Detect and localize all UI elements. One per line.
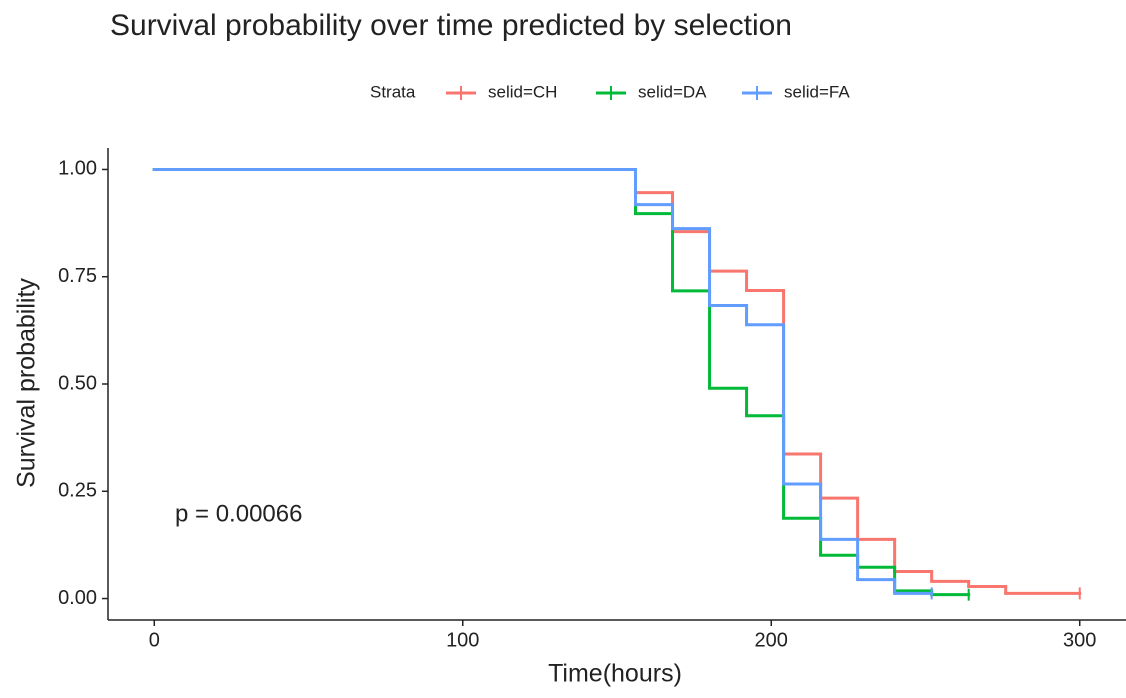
x-tick-label: 200 [755,629,788,651]
chart-title: Survival probability over time predicted… [110,9,792,42]
p-value: p = 0.00066 [175,500,302,527]
x-tick-label: 300 [1063,629,1096,651]
y-tick-label: 0.00 [58,587,97,609]
y-tick-label: 0.75 [58,265,97,287]
x-axis-title: Time(hours) [548,660,682,688]
y-axis-title: Survival probability [13,278,41,488]
legend-title: Strata [370,82,416,101]
legend-label: selid=CH [488,82,557,101]
y-tick-label: 0.50 [58,372,97,394]
legend-label: selid=FA [784,82,850,101]
y-tick-label: 1.00 [58,158,97,180]
x-tick-label: 0 [149,629,160,651]
x-tick-label: 100 [446,629,479,651]
y-tick-label: 0.25 [58,480,97,502]
legend-label: selid=DA [638,82,707,101]
